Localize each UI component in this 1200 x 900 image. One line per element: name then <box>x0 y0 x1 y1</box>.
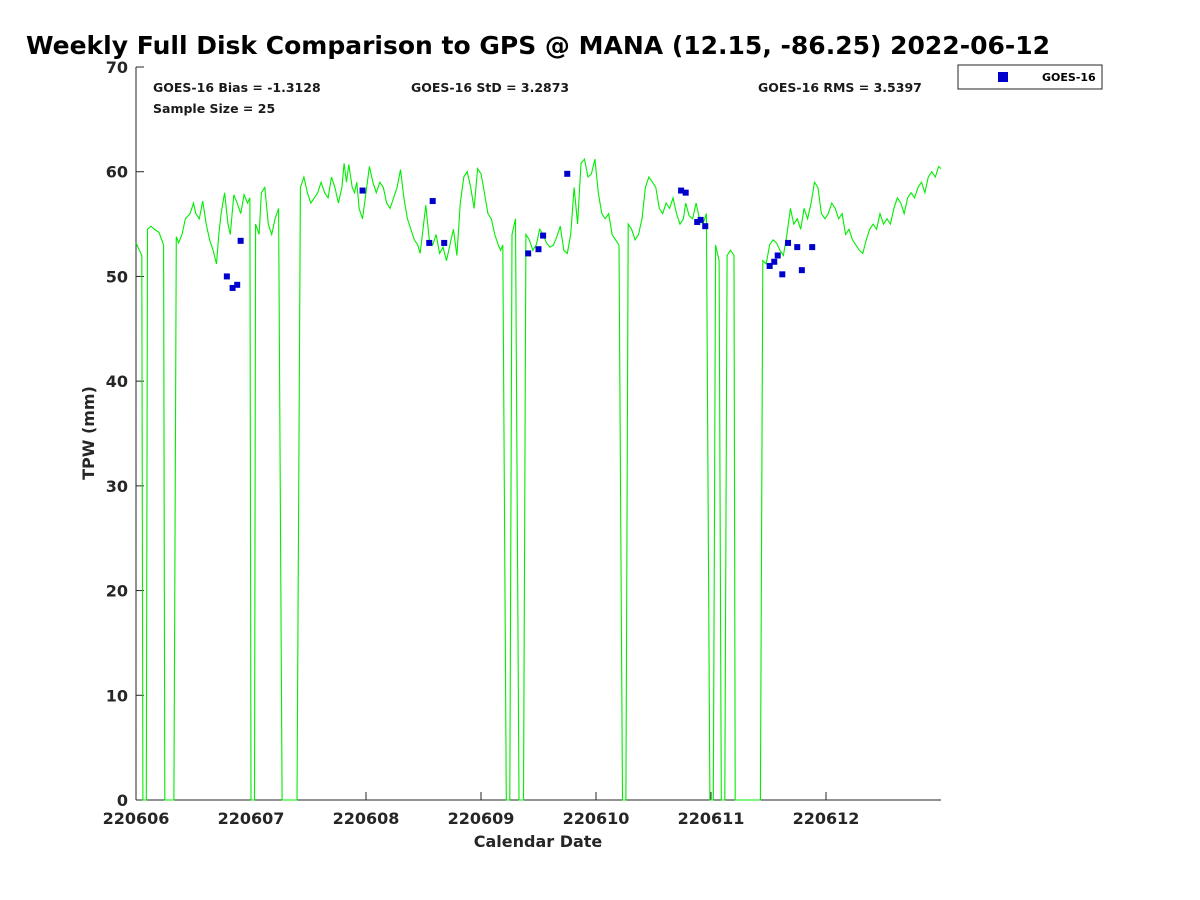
y-tick-label: 30 <box>106 477 128 496</box>
goes-16-point <box>694 218 701 225</box>
legend: GOES-16 <box>957 64 1103 90</box>
x-ticks: 220606 220607 220608 220609 220610 220611 2206… <box>103 792 860 828</box>
y-axis-label: TPW (mm) <box>79 386 98 480</box>
x-axis-label: Calendar Date <box>474 832 603 851</box>
y-tick-label: 50 <box>106 267 128 286</box>
goes-16-point <box>678 187 685 194</box>
bias-stat: GOES-16 Bias = -1.3128 <box>153 80 321 95</box>
x-tick-label: 220611 <box>678 809 745 828</box>
goes-16-point <box>766 262 773 269</box>
y-tick-label: 60 <box>106 163 128 182</box>
goes-16-point <box>229 284 236 291</box>
x-tick-label: 220610 <box>563 809 630 828</box>
goes-16-point <box>223 273 230 280</box>
y-tick-label: 70 <box>106 58 128 77</box>
x-tick-label: 220608 <box>333 809 400 828</box>
x-tick-label: 220609 <box>448 809 515 828</box>
goes-16-point <box>359 187 366 194</box>
goes-16-point <box>702 223 709 230</box>
y-tick-label: 20 <box>106 582 128 601</box>
legend-box <box>957 64 1103 90</box>
goes-16-point <box>429 198 436 205</box>
goes-16-point <box>794 244 801 251</box>
legend-marker-goes-16 <box>998 72 1008 82</box>
std-stat: GOES-16 StD = 3.2873 <box>411 80 569 95</box>
legend-label-goes-16: GOES-16 <box>1042 71 1096 84</box>
y-ticks: 0 10 20 30 40 50 60 70 <box>106 58 144 810</box>
goes-16-point <box>441 239 448 246</box>
plot-axes <box>135 67 941 801</box>
goes-16-point <box>237 237 244 244</box>
goes-16-point <box>697 216 704 223</box>
chart-title: Weekly Full Disk Comparison to GPS @ MAN… <box>26 31 1050 60</box>
goes-16-point <box>809 244 816 251</box>
y-tick-label: 40 <box>106 372 128 391</box>
goes-16-point <box>564 170 571 177</box>
goes-16-point <box>525 250 532 257</box>
goes-16-point <box>774 252 781 259</box>
x-tick-label: 220612 <box>793 809 860 828</box>
y-tick-label: 10 <box>106 686 128 705</box>
gps-series-line <box>135 157 942 801</box>
y-tick-label: 0 <box>117 791 128 810</box>
goes-16-point <box>682 189 689 196</box>
goes-16-point <box>426 239 433 246</box>
goes-16-point <box>540 232 547 239</box>
sample-size-stat: Sample Size = 25 <box>153 101 275 116</box>
goes-16-point <box>798 267 805 274</box>
rms-stat: GOES-16 RMS = 3.5397 <box>758 80 922 95</box>
goes-16-point <box>535 246 542 253</box>
goes-16-point <box>234 281 241 288</box>
goes-16-point <box>771 258 778 265</box>
goes-16-point <box>785 239 792 246</box>
x-tick-label: 220607 <box>218 809 285 828</box>
goes-16-point <box>779 271 786 278</box>
goes-16-series <box>223 170 816 291</box>
x-tick-label: 220606 <box>103 809 170 828</box>
